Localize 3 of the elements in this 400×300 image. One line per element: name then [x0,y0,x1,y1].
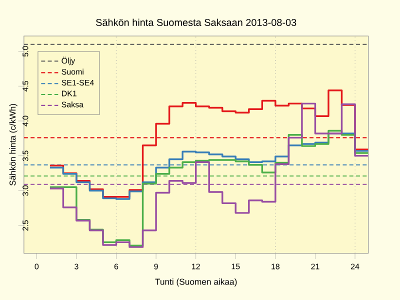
x-axis-title: Tunti (Suomen aikaa) [155,278,237,287]
y-axis-title: Sähkön hinta (c/kWh) [9,104,18,186]
chart-title: Sähkön hinta Suomesta Saksaan 2013-08-03 [96,18,296,26]
